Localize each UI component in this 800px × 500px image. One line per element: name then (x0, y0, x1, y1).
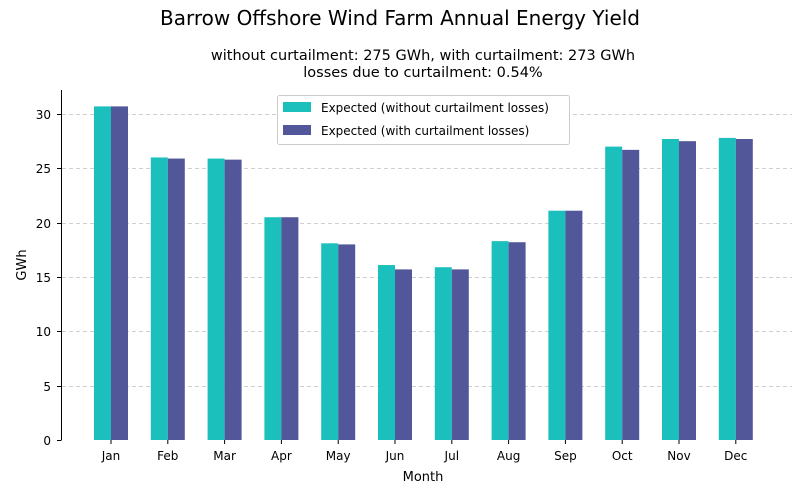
bar-with-curtailment (679, 141, 696, 440)
bar-with-curtailment (508, 242, 526, 440)
y-tick-label: 20 (36, 217, 51, 231)
x-ticks: Jan Feb Mar Apr May Jun Jul Aug Sep Oct Nov Dec (101, 440, 747, 463)
bar-with-curtailment (622, 149, 640, 441)
bar-without-curtailment (321, 243, 339, 440)
bar-with-curtailment (111, 106, 128, 440)
bar-without-curtailment (150, 157, 168, 440)
bar-without-curtailment (434, 267, 452, 440)
bar-with-curtailment (167, 158, 185, 440)
y-tick-label: 5 (43, 380, 51, 394)
x-axis-label: Month (403, 470, 444, 485)
legend-frame (277, 95, 570, 145)
y-tick-label: 15 (36, 271, 51, 285)
x-tick-label: Feb (157, 449, 178, 463)
chart-title: Barrow Offshore Wind Farm Annual Energy … (159, 6, 640, 30)
x-tick-label: Mar (213, 449, 236, 463)
bar-with-curtailment (565, 210, 583, 440)
bar-with-curtailment (224, 159, 242, 440)
legend-swatch (283, 102, 311, 112)
bars (94, 106, 753, 441)
bar-without-curtailment (207, 158, 225, 440)
y-axis-label: GWh (15, 249, 30, 280)
subtitle-line-1: without curtailment: 275 GWh, with curta… (210, 48, 636, 64)
y-tick-label: 0 (43, 434, 51, 448)
x-tick-label: Jun (385, 449, 405, 463)
legend-swatch (283, 125, 311, 135)
x-tick-label: May (326, 449, 351, 463)
x-tick-label: Aug (497, 449, 520, 463)
bar-with-curtailment (395, 269, 412, 440)
y-tick-label: 25 (36, 162, 51, 176)
chart-subtitle: without curtailment: 275 GWh, with curta… (62, 48, 784, 82)
x-tick-label: Oct (612, 449, 633, 463)
bar-without-curtailment (548, 210, 566, 440)
y-tick-label: 10 (36, 325, 51, 339)
x-tick-label: Nov (667, 449, 690, 463)
bar-without-curtailment (264, 217, 282, 440)
legend-label: Expected (with curtailment losses) (321, 124, 529, 138)
legend: Expected (without curtailment losses) Exp… (277, 95, 570, 145)
bar-with-curtailment (281, 217, 299, 440)
bar-without-curtailment (605, 146, 623, 440)
legend-label: Expected (without curtailment losses) (321, 101, 549, 115)
bar-with-curtailment (451, 269, 469, 440)
x-tick-label: Sep (554, 449, 577, 463)
bar-without-curtailment (718, 137, 736, 440)
bar-with-curtailment (735, 138, 753, 440)
bar-without-curtailment (94, 106, 111, 440)
bar-without-curtailment (662, 138, 679, 440)
bar-without-curtailment (491, 241, 509, 440)
x-tick-label: Apr (271, 449, 292, 463)
bar-without-curtailment (378, 265, 395, 440)
x-tick-label: Jul (444, 449, 459, 463)
y-tick-label: 30 (36, 108, 51, 122)
y-ticks: 0 5 10 15 20 25 30 (36, 108, 62, 448)
subtitle-line-2: losses due to curtailment: 0.54% (303, 65, 543, 81)
bar-with-curtailment (338, 244, 356, 440)
x-tick-label: Dec (724, 449, 747, 463)
x-tick-label: Jan (101, 449, 121, 463)
